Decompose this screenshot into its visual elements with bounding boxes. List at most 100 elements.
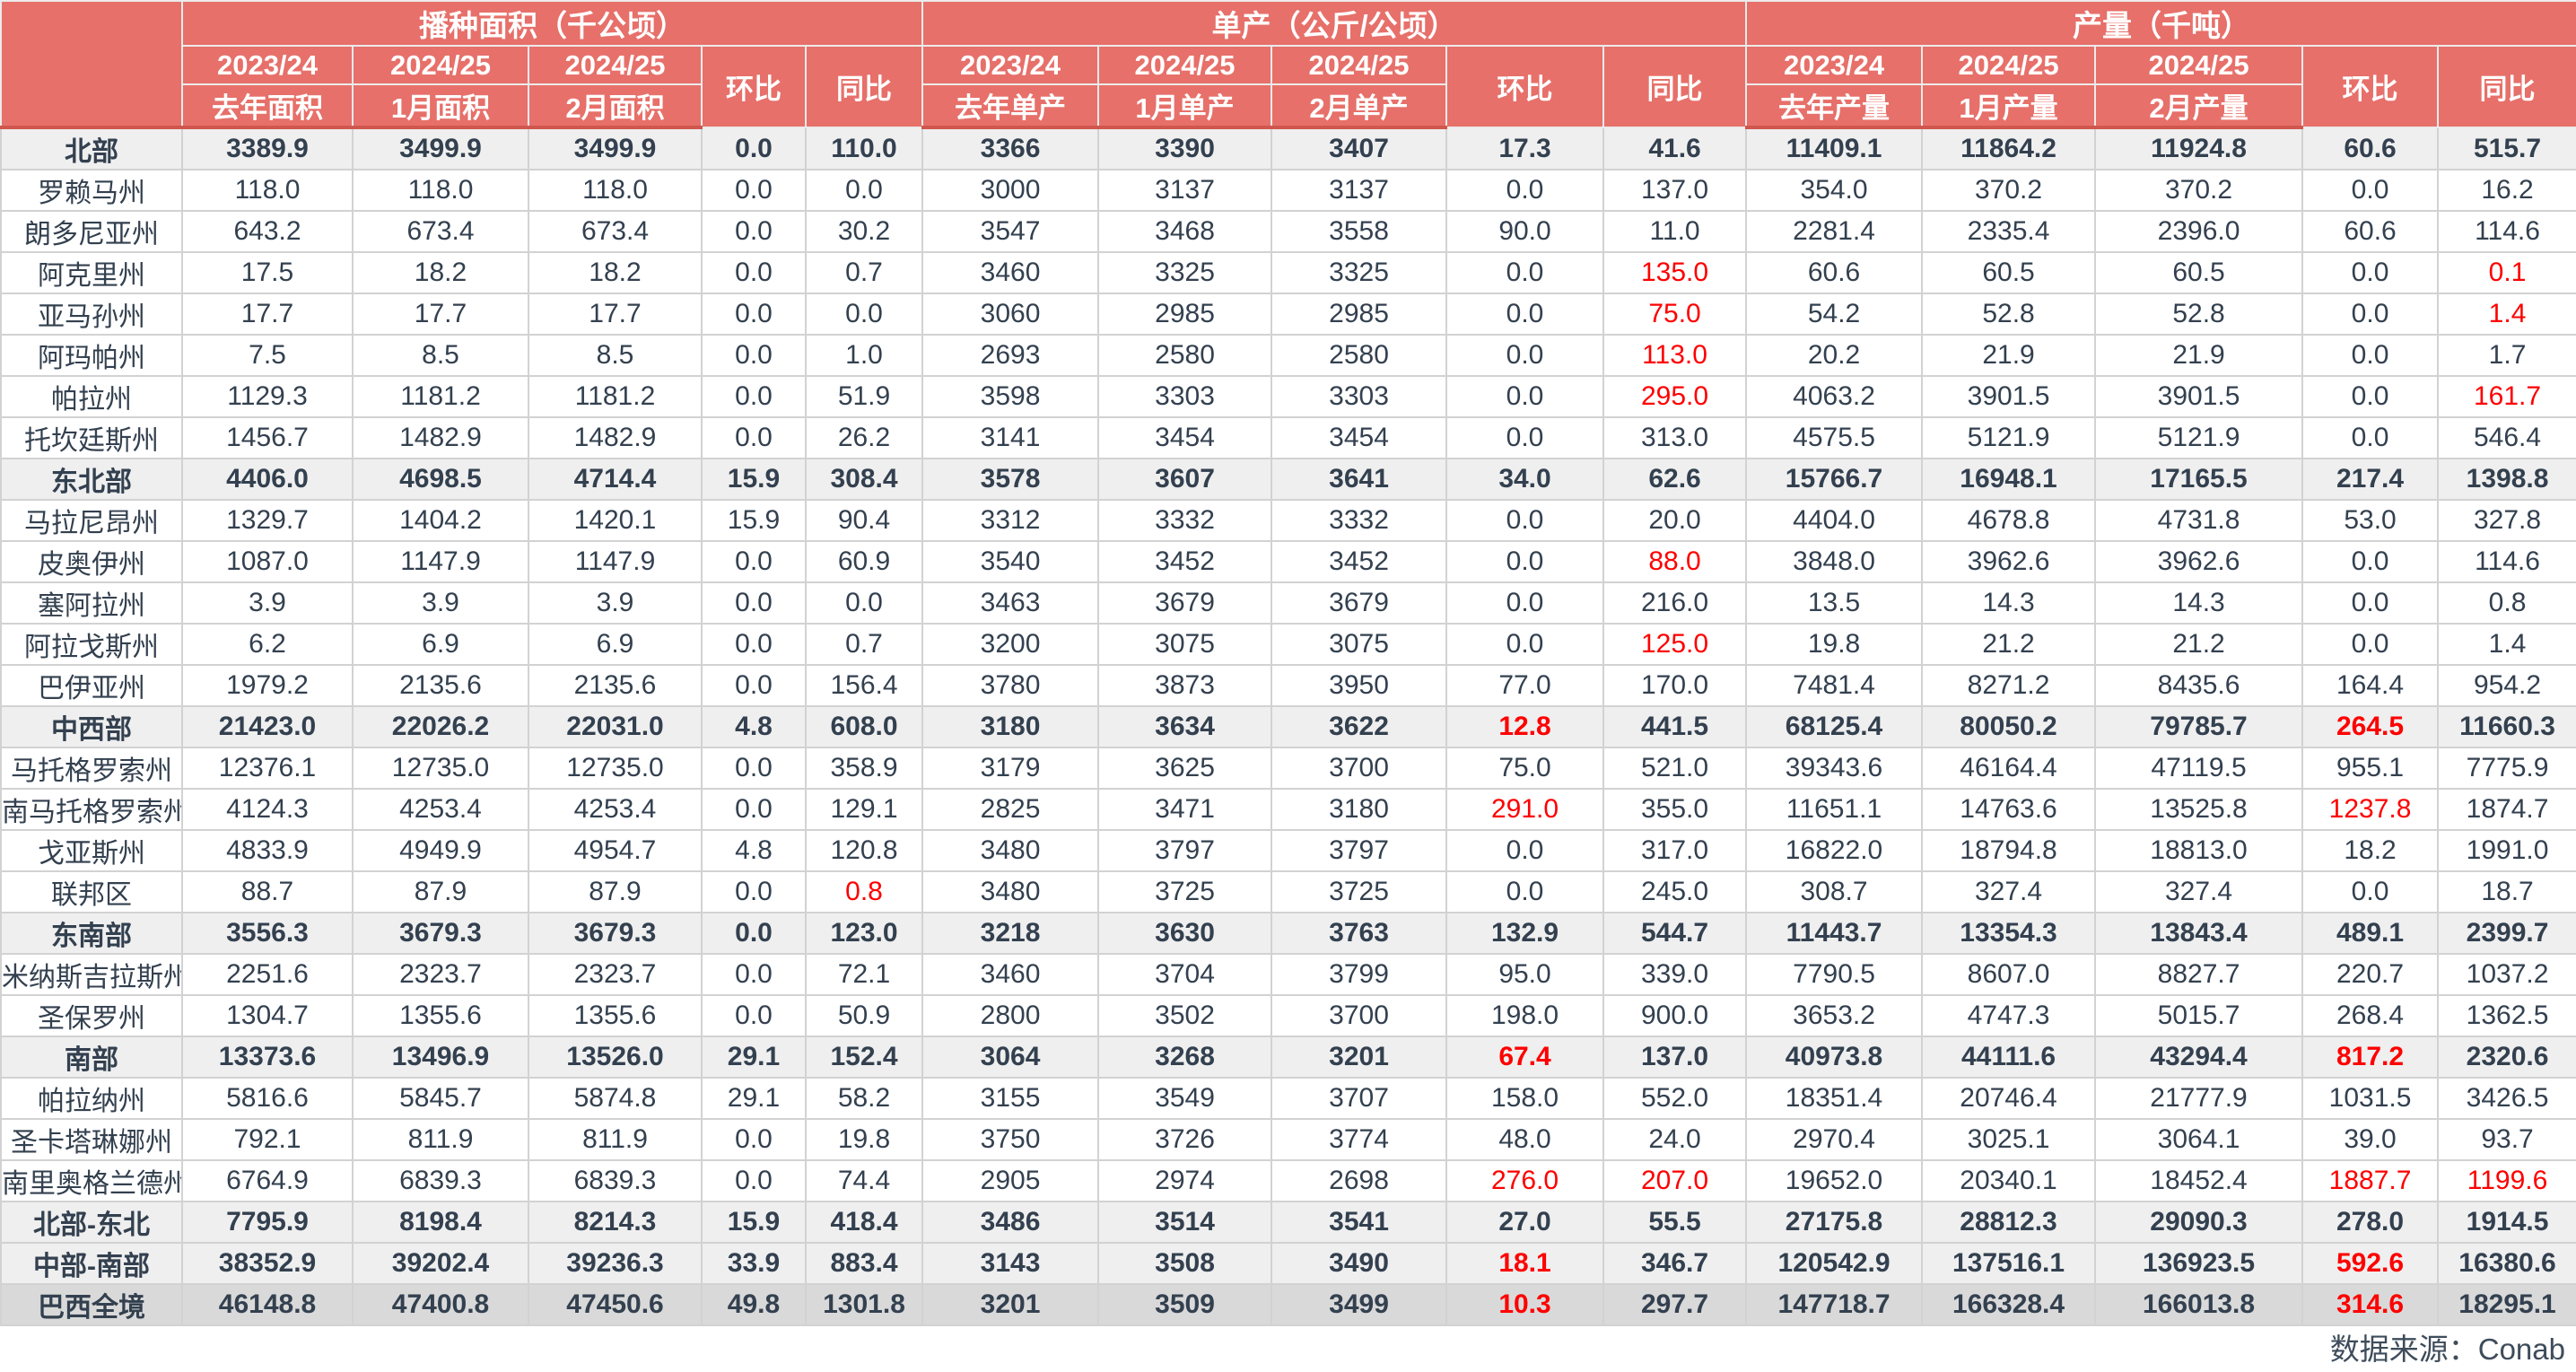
value-cell: 355.0	[1602, 788, 1748, 831]
yoy-header: 同比	[2437, 45, 2576, 128]
value-cell: 2323.7	[352, 953, 529, 996]
value-cell: 0.1	[2437, 251, 2576, 294]
value-cell: 47119.5	[2094, 747, 2304, 790]
row-label: 东南部	[0, 912, 183, 955]
value-cell: 4124.3	[181, 788, 354, 831]
sub-header: 2月产量	[2094, 83, 2304, 129]
value-cell: 4678.8	[1921, 499, 2097, 542]
value-cell: 14763.6	[1921, 788, 2097, 831]
value-cell: 1874.7	[2437, 788, 2576, 831]
value-cell: 1087.0	[181, 540, 354, 583]
value-cell: 358.9	[804, 747, 924, 790]
table-row: 北部-东北 7795.9 8198.4 8214.3 15.9 418.4 3486 3514…	[0, 1201, 2576, 1244]
value-cell: 314.6	[2301, 1283, 2440, 1326]
value-cell: 327.8	[2437, 499, 2576, 542]
value-cell: 3137	[1271, 169, 1448, 212]
value-cell: 20746.4	[1921, 1077, 2097, 1120]
value-cell: 0.0	[701, 994, 807, 1037]
value-cell: 6.9	[528, 623, 703, 666]
value-cell: 60.6	[2301, 127, 2440, 170]
corner-cell	[0, 0, 183, 129]
value-cell: 2396.0	[2094, 210, 2304, 253]
value-cell: 3598	[921, 375, 1100, 418]
value-cell: 26.2	[804, 416, 924, 459]
value-cell: 114.6	[2437, 210, 2576, 253]
value-cell: 1037.2	[2437, 953, 2576, 996]
value-cell: 21423.0	[181, 705, 354, 748]
value-cell: 15.9	[701, 499, 807, 542]
value-cell: 47450.6	[528, 1283, 703, 1326]
value-cell: 3901.5	[1921, 375, 2097, 418]
value-cell: 3873	[1097, 664, 1273, 707]
value-cell: 12735.0	[528, 747, 703, 790]
value-cell: 3000	[921, 169, 1100, 212]
value-cell: 4253.4	[352, 788, 529, 831]
value-cell: 4833.9	[181, 829, 354, 872]
value-cell: 80050.2	[1921, 705, 2097, 748]
value-cell: 17165.5	[2094, 458, 2304, 501]
value-cell: 521.0	[1602, 747, 1748, 790]
value-cell: 3468	[1097, 210, 1273, 253]
value-cell: 27.0	[1445, 1201, 1605, 1244]
value-cell: 10.3	[1445, 1283, 1605, 1326]
value-cell: 883.4	[804, 1242, 924, 1285]
value-cell: 0.0	[701, 1118, 807, 1161]
value-cell: 87.9	[528, 870, 703, 913]
table-row: 马拉尼昂州 1329.7 1404.2 1420.1 15.9 90.4 3312 3332 3…	[0, 499, 2576, 542]
value-cell: 811.9	[528, 1118, 703, 1161]
value-cell: 3679	[1097, 581, 1273, 625]
value-cell: 327.4	[1921, 870, 2097, 913]
value-cell: 4731.8	[2094, 499, 2304, 542]
table-row: 北部 3389.9 3499.9 3499.9 0.0 110.0 3366 3390 3407…	[0, 127, 2576, 170]
value-cell: 60.6	[1745, 251, 1924, 294]
value-cell: 3499.9	[352, 127, 529, 170]
value-cell: 207.0	[1602, 1159, 1748, 1202]
value-cell: 12.8	[1445, 705, 1605, 748]
value-cell: 3454	[1097, 416, 1273, 459]
value-cell: 217.4	[2301, 458, 2440, 501]
value-cell: 43294.4	[2094, 1036, 2304, 1079]
value-cell: 0.0	[2301, 169, 2440, 212]
value-cell: 3325	[1097, 251, 1273, 294]
row-label: 北部	[0, 127, 183, 170]
value-cell: 3389.9	[181, 127, 354, 170]
table-row: 东南部 3556.3 3679.3 3679.3 0.0 123.0 3218 3630 376…	[0, 912, 2576, 955]
value-cell: 46148.8	[181, 1283, 354, 1326]
value-cell: 48.0	[1445, 1118, 1605, 1161]
sub-header: 去年面积	[181, 83, 354, 129]
value-cell: 1887.7	[2301, 1159, 2440, 1202]
year-header: 2024/25	[528, 45, 703, 85]
value-cell: 50.9	[804, 994, 924, 1037]
data-source: 数据来源：Conab	[2329, 1333, 2565, 1366]
value-cell: 5121.9	[1921, 416, 2097, 459]
value-cell: 15.9	[701, 458, 807, 501]
value-cell: 79785.7	[2094, 705, 2304, 748]
row-label: 马托格罗索州	[0, 747, 183, 790]
row-label: 南里奥格兰德州	[0, 1159, 183, 1202]
value-cell: 40973.8	[1745, 1036, 1924, 1079]
value-cell: 3725	[1097, 870, 1273, 913]
value-cell: 0.0	[2301, 623, 2440, 666]
value-cell: 0.0	[1445, 251, 1605, 294]
value-cell: 1355.6	[528, 994, 703, 1037]
value-cell: 0.0	[1445, 169, 1605, 212]
value-cell: 297.7	[1602, 1283, 1748, 1326]
value-cell: 3679.3	[352, 912, 529, 955]
value-cell: 4575.5	[1745, 416, 1924, 459]
table-row: 南部 13373.6 13496.9 13526.0 29.1 152.4 3064 3268…	[0, 1036, 2576, 1079]
value-cell: 3303	[1271, 375, 1448, 418]
value-cell: 33.9	[701, 1242, 807, 1285]
table-row: 马托格罗索州 12376.1 12735.0 12735.0 0.0 358.9 3179 3…	[0, 747, 2576, 790]
value-cell: 3625	[1097, 747, 1273, 790]
value-cell: 3366	[921, 127, 1100, 170]
row-label: 联邦区	[0, 870, 183, 913]
value-cell: 3641	[1271, 458, 1448, 501]
value-cell: 3452	[1097, 540, 1273, 583]
value-cell: 0.0	[1445, 623, 1605, 666]
value-cell: 4.8	[701, 705, 807, 748]
value-cell: 1.4	[2437, 623, 2576, 666]
value-cell: 13354.3	[1921, 912, 2097, 955]
value-cell: 3556.3	[181, 912, 354, 955]
value-cell: 3653.2	[1745, 994, 1924, 1037]
sub-header: 去年单产	[921, 83, 1100, 129]
